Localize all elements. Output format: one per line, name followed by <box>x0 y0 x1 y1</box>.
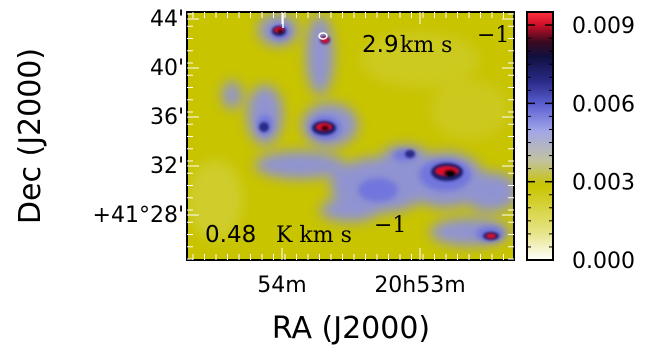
colorbar-tick-label: 0.009 <box>572 14 635 39</box>
y-tick-label: 44' <box>150 7 184 32</box>
colorbar-tick-label: 0.003 <box>572 171 635 196</box>
contour-level-unit: K km s <box>276 223 352 248</box>
diffuse-emission <box>187 32 510 240</box>
y-tick-label: +41°28' <box>93 203 184 228</box>
velocity-label: 2.9 <box>362 32 399 58</box>
contour <box>318 32 328 40</box>
y-tick-label: 40' <box>150 56 184 81</box>
x-axis-title: RA (J2000) <box>272 311 430 346</box>
velocity-unit: km s <box>400 33 452 58</box>
colorbar-ticks: 0.009 0.006 0.003 0.000 <box>527 11 635 274</box>
colorbar-tick-label: 0.006 <box>572 92 635 117</box>
colorbar-tick-label: 0.000 <box>572 249 635 274</box>
axis-ticks <box>187 12 514 260</box>
heatmap <box>187 12 514 260</box>
contour-level-exponent: −1 <box>374 213 406 238</box>
velocity-exponent: −1 <box>477 23 509 48</box>
y-tick-label: 36' <box>150 105 184 130</box>
x-tick-label: 54m <box>257 273 306 298</box>
x-tick-label: 20h53m <box>374 273 465 298</box>
emission-peaks <box>274 27 496 239</box>
y-tick-label: 32' <box>150 154 184 179</box>
colorbar-frame <box>526 11 554 261</box>
colorbar: 0.009 0.006 0.003 0.000 <box>526 11 635 274</box>
y-axis-title: Dec (J2000) <box>13 48 48 224</box>
contour-level-label: 0.48 <box>205 222 256 248</box>
colorbar-gradient <box>527 12 553 260</box>
